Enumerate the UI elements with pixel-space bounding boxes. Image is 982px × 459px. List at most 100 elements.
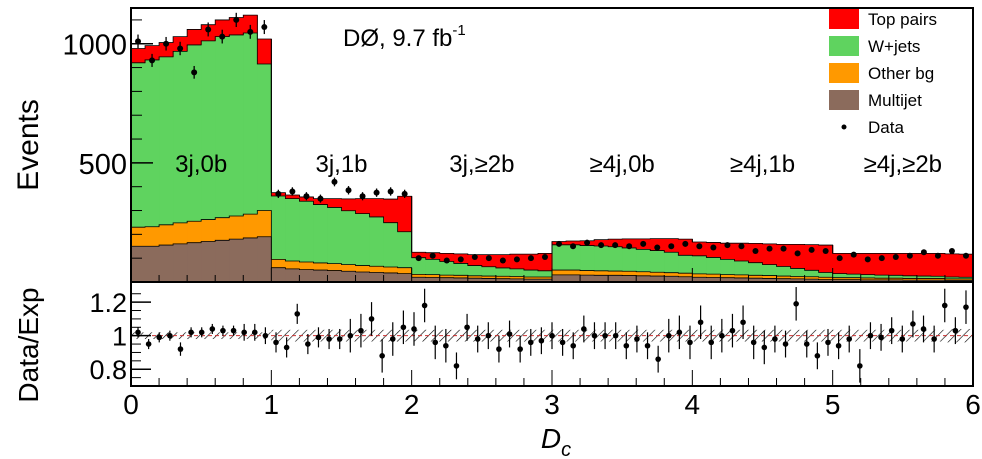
ratio-point	[220, 327, 226, 334]
bar-multijet	[355, 271, 371, 282]
bar-multijet	[131, 246, 146, 282]
ratio-point	[634, 336, 640, 342]
category-label: ≥4j,1b	[730, 151, 795, 178]
bar-other-bg	[846, 277, 862, 280]
bar-top-pairs	[930, 253, 946, 277]
ratio-point	[251, 329, 258, 336]
data-point	[738, 243, 745, 250]
data-point	[233, 16, 240, 23]
bar-other-bg	[902, 278, 918, 281]
ratio-point	[952, 327, 959, 334]
data-point	[920, 249, 927, 256]
ratio-point	[198, 329, 205, 336]
data-point	[850, 251, 857, 258]
x-axis-ticks: 0 1 2 3 4 5 6	[123, 370, 981, 420]
ratio-point	[389, 336, 396, 342]
category-label: ≥4j,0b	[590, 151, 655, 178]
bar-other-bg	[622, 271, 637, 276]
data-point	[598, 242, 605, 249]
bar-multijet	[495, 278, 511, 282]
data-point	[149, 57, 156, 64]
bar-w-jets	[720, 259, 736, 275]
bar-w-jets	[201, 40, 216, 220]
x-tick-label: 2	[404, 389, 420, 420]
bar-other-bg	[636, 271, 651, 276]
bar-w-jets	[145, 59, 160, 227]
bar-top-pairs	[383, 199, 399, 223]
bar-w-jets	[832, 273, 848, 278]
bar-other-bg	[145, 226, 160, 247]
ratio-y-tick-label: 1.2	[89, 288, 127, 318]
data-point	[962, 252, 969, 259]
bar-multijet	[846, 279, 862, 282]
legend-label-data: Data	[868, 118, 904, 137]
bar-top-pairs	[888, 253, 904, 276]
ratio-point	[687, 339, 693, 346]
bar-multijet	[243, 237, 258, 282]
ratio-point	[464, 324, 470, 331]
main-ylabel: Events	[12, 99, 45, 191]
ratio-point	[623, 342, 630, 349]
x-axis-label-main: D	[541, 423, 561, 454]
data-point	[570, 243, 577, 250]
bar-top-pairs	[523, 254, 539, 271]
bar-w-jets	[594, 246, 609, 271]
data-point	[794, 250, 801, 257]
bar-top-pairs	[327, 198, 343, 208]
bar-other-bg	[958, 278, 973, 281]
legend-swatch-other-bg	[829, 63, 859, 83]
bar-w-jets	[706, 257, 721, 275]
bar-w-jets	[187, 44, 202, 222]
data-point	[261, 24, 268, 31]
data-point	[682, 240, 689, 247]
bar-other-bg	[425, 274, 441, 278]
data-point	[584, 239, 591, 246]
legend-swatch-w-jets	[829, 36, 859, 56]
legend-label-multijet: Multijet	[868, 91, 922, 110]
bar-w-jets	[467, 265, 483, 276]
bar-w-jets	[636, 249, 651, 272]
ratio-point	[538, 337, 545, 344]
ratio-point	[931, 336, 937, 342]
data-point	[443, 257, 450, 264]
bar-multijet	[257, 236, 272, 282]
bar-top-pairs	[846, 253, 862, 275]
ratio-point	[559, 339, 566, 346]
bar-w-jets	[748, 262, 764, 276]
bar-other-bg	[888, 278, 904, 280]
data-point	[485, 255, 492, 262]
ratio-point	[814, 353, 821, 359]
bar-other-bg	[313, 262, 329, 271]
category-label: 3j,0b	[175, 151, 227, 178]
bar-top-pairs	[720, 243, 736, 260]
legend-label-top-pairs: Top pairs	[868, 10, 937, 29]
ratio-point	[527, 339, 534, 346]
bar-multijet	[594, 275, 609, 282]
experiment-label-text: DØ, 9.7 fb	[343, 25, 452, 52]
ratio-point	[740, 319, 746, 326]
data-point	[219, 33, 226, 40]
ratio-point	[358, 327, 364, 334]
ratio-point	[177, 346, 184, 352]
bar-other-bg	[201, 219, 216, 242]
bar-top-pairs	[916, 253, 932, 277]
ratio-point	[570, 342, 577, 349]
data-point	[387, 188, 394, 195]
bar-multijet	[215, 240, 230, 282]
data-point	[948, 248, 955, 255]
data-point	[317, 195, 324, 202]
bar-multijet	[748, 278, 764, 282]
bar-w-jets	[944, 276, 960, 279]
ratio-point	[443, 342, 449, 349]
ratio-point	[878, 334, 884, 341]
bar-w-jets	[930, 276, 946, 279]
ratio-point	[676, 329, 683, 336]
legend-swatch-multijet	[829, 90, 859, 110]
bar-w-jets	[271, 195, 286, 260]
bar-other-bg	[131, 227, 146, 247]
bar-w-jets	[523, 270, 539, 277]
bar-multijet	[776, 278, 792, 282]
data-point	[766, 245, 773, 252]
bar-w-jets	[285, 198, 300, 262]
data-point	[822, 248, 829, 255]
